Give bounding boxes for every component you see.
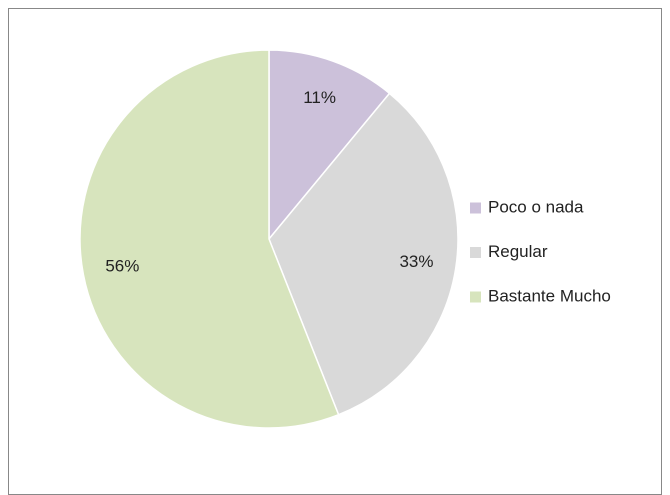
pie-slice (268, 49, 391, 242)
data-label: 56% (105, 256, 139, 275)
legend-label: Poco o nada (488, 197, 584, 216)
legend-label: Bastante Mucho (488, 286, 611, 305)
legend-swatch (470, 247, 481, 258)
pie-slice (268, 92, 459, 416)
legend-swatch (470, 291, 481, 303)
data-label: 11% (303, 88, 336, 107)
legend-swatch (470, 202, 481, 214)
pie-slice (79, 49, 340, 429)
legend-label: Regular (488, 242, 548, 261)
data-label: 33% (399, 252, 433, 271)
